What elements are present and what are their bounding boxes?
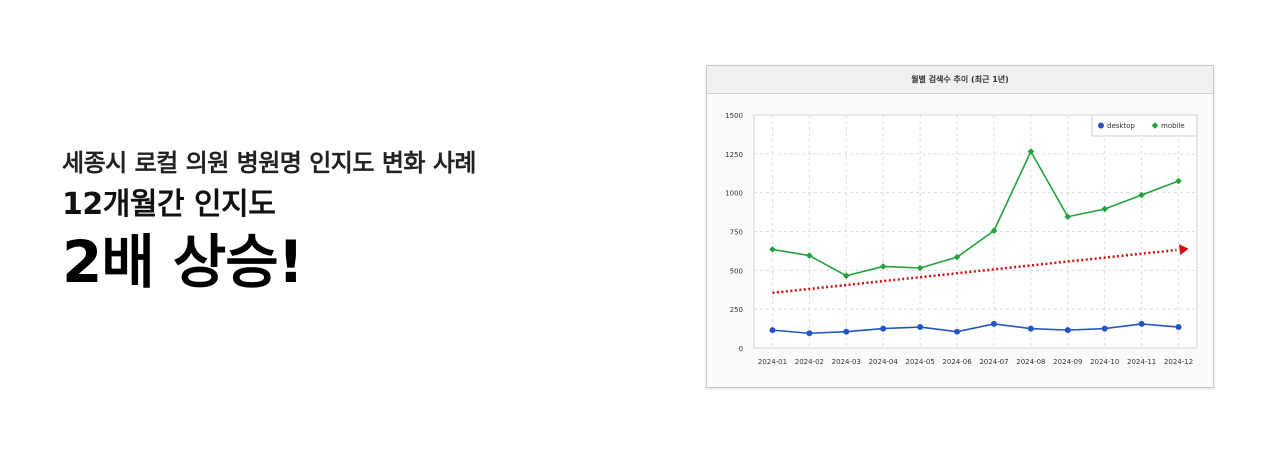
- data-point-desktop: [1101, 325, 1108, 332]
- x-tick-label: 2024-11: [1127, 358, 1156, 366]
- series-line-mobile: [772, 149, 1179, 277]
- data-point-mobile: [769, 246, 776, 253]
- x-tick-label: 2024-01: [758, 358, 787, 366]
- x-tick-label: 2024-06: [942, 358, 972, 366]
- headline-line1: 세종시 로컬 의원 병원명 인지도 변화 사례: [62, 149, 477, 177]
- data-point-mobile: [1175, 177, 1182, 185]
- data-point-desktop: [1027, 325, 1034, 332]
- data-point-desktop: [954, 328, 961, 335]
- data-point-mobile: [1027, 148, 1035, 155]
- trend-line: [772, 248, 1177, 295]
- legend-marker-desktop: [1098, 122, 1104, 129]
- data-point-mobile: [879, 263, 887, 270]
- y-tick-label: 1250: [725, 151, 743, 159]
- data-point-desktop: [917, 324, 924, 331]
- x-tick-label: 2024-10: [1090, 358, 1119, 366]
- data-point-desktop: [806, 330, 813, 337]
- x-tick-label: 2024-07: [979, 358, 1008, 366]
- y-tick-label: 1000: [725, 190, 743, 198]
- data-point-desktop: [1064, 327, 1071, 334]
- x-tick-label: 2024-04: [869, 358, 899, 366]
- data-point-desktop: [990, 320, 997, 327]
- data-point-desktop: [843, 328, 850, 335]
- data-point-mobile: [1101, 205, 1109, 213]
- legend-marker-mobile: [1151, 122, 1159, 129]
- line-chart: 0 250 500 750 1000 1250 1500 2024-01 2024-02 202…: [725, 112, 1198, 366]
- headline-line2: 12개월간 인지도: [62, 187, 276, 222]
- y-tick-label: 500: [730, 267, 743, 275]
- x-tick-label: 2024-09: [1053, 358, 1082, 366]
- x-tick-label: 2024-08: [1016, 358, 1045, 366]
- chart-card: 월별 검색수 추이 (최근 1년) 0 250 500 750 1000 1250 1500…: [706, 65, 1214, 388]
- data-point-mobile: [953, 253, 961, 261]
- x-tick-label: 2024-02: [795, 358, 824, 366]
- data-point-desktop: [1138, 320, 1145, 327]
- y-tick-label: 1500: [725, 112, 743, 120]
- data-point-desktop: [880, 325, 887, 332]
- y-tick-label: 0: [739, 345, 743, 353]
- y-tick-label: 750: [730, 229, 743, 237]
- trend-arrowhead: [1179, 244, 1189, 256]
- data-point-desktop: [769, 327, 776, 334]
- legend-box: [1091, 114, 1198, 137]
- y-tick-label: 250: [730, 306, 743, 314]
- data-point-desktop: [1175, 324, 1182, 331]
- x-tick-label: 2024-05: [906, 358, 935, 366]
- series-line-desktop: [772, 323, 1179, 335]
- data-point-mobile: [842, 272, 850, 280]
- x-tick-label: 2024-03: [832, 358, 861, 366]
- x-tick-label: 2024-12: [1164, 358, 1193, 366]
- legend-label-mobile: mobile: [1161, 122, 1185, 130]
- headline-block: 세종시 로컬 의원 병원명 인지도 변화 사례 12개월간 인지도 2배 상승!: [62, 146, 477, 296]
- headline-line3: 2배 상승!: [62, 228, 304, 296]
- data-point-mobile: [1064, 213, 1072, 221]
- legend-label-desktop: desktop: [1107, 122, 1135, 130]
- data-point-mobile: [990, 227, 998, 235]
- chart-title: 월별 검색수 추이 (최근 1년): [707, 66, 1213, 94]
- data-point-mobile: [1138, 191, 1145, 199]
